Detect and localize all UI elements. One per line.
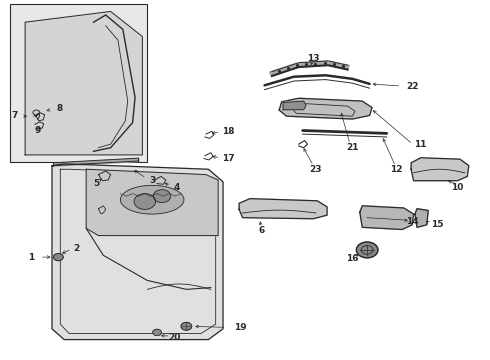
Polygon shape xyxy=(415,209,428,227)
Polygon shape xyxy=(52,164,223,339)
Polygon shape xyxy=(328,61,349,69)
Text: 6: 6 xyxy=(259,226,265,235)
Text: 15: 15 xyxy=(431,220,443,229)
Circle shape xyxy=(153,190,171,203)
Text: 10: 10 xyxy=(451,183,464,192)
Circle shape xyxy=(53,253,63,261)
Text: 11: 11 xyxy=(414,140,426,149)
Polygon shape xyxy=(279,98,372,119)
Text: 5: 5 xyxy=(93,179,99,188)
Text: 1: 1 xyxy=(28,253,34,262)
Text: 4: 4 xyxy=(173,183,180,192)
Text: 22: 22 xyxy=(406,82,419,91)
Polygon shape xyxy=(360,206,414,229)
Circle shape xyxy=(153,329,161,336)
Text: 13: 13 xyxy=(307,54,319,63)
Polygon shape xyxy=(86,169,218,235)
Text: 9: 9 xyxy=(34,126,41,135)
Polygon shape xyxy=(25,12,143,155)
Circle shape xyxy=(181,322,192,330)
Text: 18: 18 xyxy=(221,127,234,136)
Ellipse shape xyxy=(121,185,184,214)
Text: 3: 3 xyxy=(149,176,155,185)
Text: 16: 16 xyxy=(346,255,359,264)
Polygon shape xyxy=(270,63,299,76)
Text: 20: 20 xyxy=(168,333,180,342)
Circle shape xyxy=(134,194,156,210)
Polygon shape xyxy=(283,101,306,110)
Polygon shape xyxy=(239,199,327,219)
Bar xyxy=(10,4,147,162)
Text: 17: 17 xyxy=(221,154,234,163)
Text: 2: 2 xyxy=(74,244,79,253)
Polygon shape xyxy=(298,61,328,67)
Text: 12: 12 xyxy=(390,165,403,174)
Circle shape xyxy=(356,242,378,258)
Text: 21: 21 xyxy=(346,143,359,152)
Polygon shape xyxy=(411,158,469,181)
Text: 8: 8 xyxy=(56,104,62,113)
Text: 7: 7 xyxy=(11,111,18,120)
Text: 19: 19 xyxy=(234,323,246,332)
Text: 14: 14 xyxy=(406,217,419,226)
Text: 23: 23 xyxy=(310,165,322,174)
